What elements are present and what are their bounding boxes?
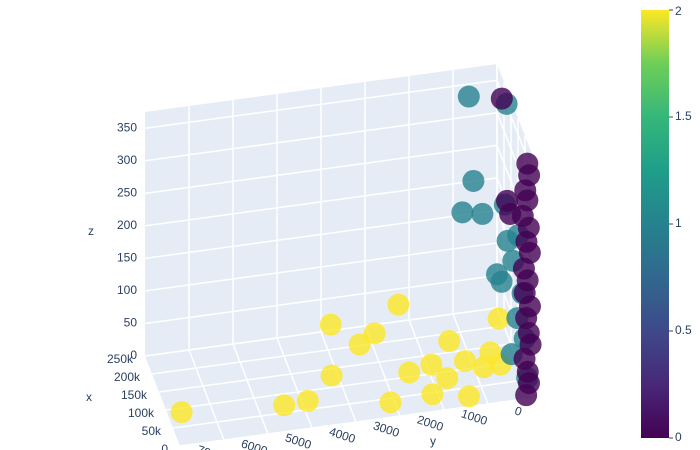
- point: [490, 270, 513, 293]
- x-tick-label: 150k: [121, 388, 148, 402]
- point: [421, 383, 444, 406]
- y-tick-label: 4000: [327, 424, 357, 446]
- point: [296, 389, 319, 412]
- y-axis-title: y: [430, 434, 436, 448]
- x-tick-label: 50k: [142, 424, 162, 438]
- point: [170, 401, 193, 424]
- z-grid-line: [144, 112, 498, 162]
- z-axis-title: z: [88, 224, 94, 238]
- point: [496, 229, 519, 252]
- point: [379, 391, 402, 414]
- y-grid-line: [276, 337, 313, 429]
- point: [438, 330, 461, 353]
- y-tick-label: 6000: [239, 436, 269, 450]
- z-grid-line: [144, 209, 498, 260]
- y-tick-label: 5000: [283, 430, 313, 450]
- point: [487, 307, 510, 330]
- z-tick-label: 150: [117, 251, 137, 265]
- y-grid-line: [232, 343, 269, 435]
- point: [458, 385, 480, 408]
- point: [490, 87, 513, 110]
- z-grid-line: [144, 79, 498, 130]
- colorbar-tick-label: 0.5: [675, 323, 692, 337]
- z-tick-label: 250: [117, 186, 137, 200]
- colorbar-tick-label: 0: [675, 430, 682, 444]
- y-tick-label: 7000: [195, 442, 225, 450]
- x-tick-label: 200k: [114, 370, 141, 384]
- z-tick-label: 200: [117, 218, 137, 232]
- colorbar-tick-label: 2: [675, 4, 682, 18]
- point: [471, 202, 494, 225]
- x-axis-title: x: [86, 390, 92, 404]
- y-tick-label: 1000: [459, 406, 489, 428]
- point: [420, 353, 443, 376]
- colorbar-tick-label: 1.5: [675, 109, 692, 123]
- point: [398, 361, 421, 384]
- z-tick-label: 0: [130, 348, 137, 362]
- z-grid-line: [144, 307, 498, 357]
- x-tick-label: 250k: [107, 352, 134, 366]
- point: [496, 189, 518, 212]
- y-tick-label: 2000: [415, 412, 445, 434]
- point: [348, 333, 371, 356]
- point: [363, 322, 386, 345]
- point: [515, 384, 538, 407]
- x-tick-label: 100k: [128, 406, 155, 420]
- y-grid-line: [188, 349, 225, 441]
- z-tick-label: 50: [124, 316, 138, 330]
- z-tick-label: 350: [117, 120, 137, 134]
- y-tick-label: 0: [513, 404, 524, 419]
- z-grid-line: [144, 274, 498, 325]
- z-grid-line: [144, 242, 498, 292]
- point: [273, 394, 296, 417]
- z-tick-label: 300: [117, 153, 137, 167]
- y-tick-label: 3000: [371, 418, 401, 440]
- colorbar-tick-label: 1: [675, 216, 682, 230]
- point: [319, 313, 342, 336]
- point: [320, 364, 343, 387]
- scene: 050k100k150k200k250k01000200030004000500…: [107, 64, 533, 450]
- point: [457, 85, 480, 108]
- x-tick-label: 0: [161, 442, 168, 450]
- z-grid-line: [144, 144, 498, 195]
- points: [170, 85, 542, 424]
- point: [462, 169, 485, 192]
- point: [387, 293, 410, 316]
- z-grid-line: [144, 177, 498, 227]
- point: [451, 201, 474, 224]
- point: [454, 350, 476, 373]
- colorbar: [641, 10, 669, 438]
- point: [436, 367, 459, 390]
- z-tick-label: 100: [117, 283, 137, 297]
